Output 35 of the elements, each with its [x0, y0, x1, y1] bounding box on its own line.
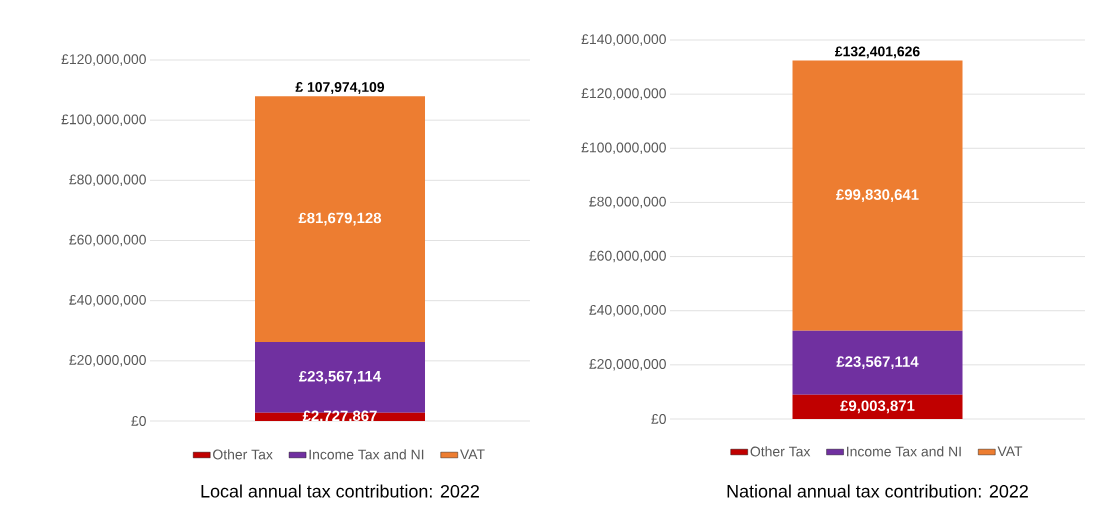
y-tick-label: £20,000,000 [69, 355, 146, 367]
y-tick-label: £40,000,000 [69, 294, 146, 307]
y-tick-label: £100,000,000 [61, 114, 146, 126]
data-label: £2,727,867 [302, 410, 377, 424]
text: Local annual tax contribution: 2022 [201, 484, 479, 498]
y-tick-label: £100,000,000 [581, 142, 666, 155]
y-tick-label: £140,000,000 [581, 34, 666, 46]
legend-label: Income Tax and NI [309, 449, 424, 460]
legend-label: Other Tax [213, 449, 273, 460]
data-label: £23,567,114 [836, 356, 919, 370]
legend-label: Income Tax and NI [847, 446, 961, 457]
legend-label: Other Tax [750, 446, 811, 457]
total-label: £132,401,626 [834, 46, 920, 59]
y-tick-label: £60,000,000 [69, 234, 146, 247]
y-tick-label: £120,000,000 [61, 54, 146, 66]
data-label: £23,567,114 [299, 370, 382, 384]
y-tick-label: £120,000,000 [581, 88, 666, 100]
data-label: £99,830,641 [836, 189, 919, 203]
legend-label: VAT [997, 446, 1023, 457]
y-tick-label: £20,000,000 [589, 359, 666, 371]
data-label: £81,679,128 [298, 212, 382, 226]
y-tick-label: £60,000,000 [589, 250, 666, 263]
y-tick-label: £80,000,000 [589, 196, 666, 209]
bar [792, 330, 963, 395]
bar [792, 394, 963, 419]
y-tick-label: £80,000,000 [69, 174, 146, 187]
y-tick-label: £40,000,000 [589, 304, 666, 317]
y-tick-label: £0 [131, 416, 146, 426]
text: National annual tax contribution: 2022 [727, 484, 1028, 498]
data-label: £9,003,871 [840, 400, 915, 414]
bar [792, 60, 963, 331]
total-label: £ 107,974,109 [295, 82, 385, 94]
y-tick-label: £0 [651, 414, 666, 424]
legend-label: VAT [460, 449, 485, 460]
bar [255, 96, 425, 342]
